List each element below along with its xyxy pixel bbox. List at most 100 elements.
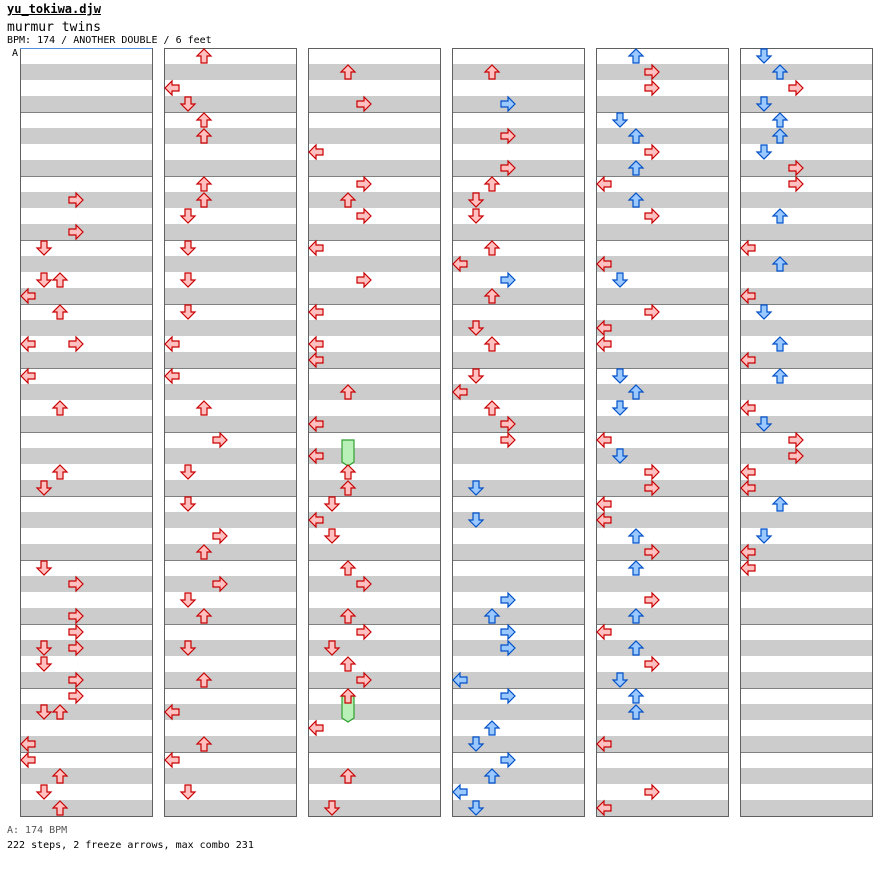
right-arrow [356,175,372,193]
right-arrow [644,543,660,561]
down-arrow [179,208,197,224]
stripe-row [596,704,728,720]
stripe-row [308,704,440,720]
chart-column [308,48,441,817]
left-arrow [308,239,324,257]
right-arrow [644,783,660,801]
down-arrow [755,416,773,432]
stripe-row [596,96,728,112]
stripe-row [740,544,872,560]
down-arrow [467,480,485,496]
up-arrow [771,208,789,224]
right-arrow [500,431,516,449]
stripe-row [596,736,728,752]
down-arrow [179,304,197,320]
stripe-row [308,800,440,816]
stripe-row [20,640,152,656]
chart-column [740,48,873,817]
stripe-row [596,448,728,464]
stripe-row [596,352,728,368]
stripe-row [20,576,152,592]
left-arrow [164,335,180,353]
stripe-row [740,608,872,624]
right-arrow [356,671,372,689]
stripe-row [740,576,872,592]
down-arrow [323,640,341,656]
right-arrow [500,639,516,657]
right-arrow [68,623,84,641]
down-arrow [755,528,773,544]
up-arrow [483,336,501,352]
stripe-row [452,704,584,720]
stripe-row [20,512,152,528]
right-arrow [788,79,804,97]
left-arrow [164,751,180,769]
down-arrow [179,464,197,480]
stripe-row [740,160,872,176]
stripe-row [740,512,872,528]
right-arrow [788,447,804,465]
stripe-row [596,672,728,688]
left-arrow [596,335,612,353]
stripe-row [740,96,872,112]
up-arrow [339,768,357,784]
left-arrow [452,671,468,689]
down-arrow [611,272,629,288]
up-arrow [771,256,789,272]
right-arrow [644,143,660,161]
down-arrow [35,272,53,288]
stripe-row [452,384,584,400]
down-arrow [179,96,197,112]
stripe-row [308,512,440,528]
stripe-row [164,192,296,208]
chart-filename: yu_tokiwa.djw [7,2,101,16]
stripe-row [308,416,440,432]
stripe-row [20,768,152,784]
stripe-row [164,640,296,656]
stripe-row [308,576,440,592]
right-arrow [356,271,372,289]
down-arrow [179,272,197,288]
left-arrow [308,719,324,737]
up-arrow [627,384,645,400]
up-arrow [51,464,69,480]
stripe-row [164,480,296,496]
song-title: murmur twins [7,20,101,35]
up-arrow [195,544,213,560]
right-arrow [68,671,84,689]
down-arrow [179,592,197,608]
right-arrow [644,591,660,609]
stripe-row [164,96,296,112]
stripe-row [452,480,584,496]
stripe-row [164,160,296,176]
up-arrow [339,560,357,576]
up-arrow [627,688,645,704]
up-arrow [339,608,357,624]
down-arrow [35,480,53,496]
stripe-row [596,640,728,656]
stripe-row [308,448,440,464]
stripe-row [308,96,440,112]
stripe-row [740,416,872,432]
down-arrow [467,800,485,816]
up-arrow [339,384,357,400]
right-arrow [356,623,372,641]
right-arrow [356,207,372,225]
stripe-row [452,224,584,240]
up-arrow [627,608,645,624]
stripe-row [308,672,440,688]
up-arrow [339,688,357,704]
right-arrow [788,175,804,193]
up-arrow [339,464,357,480]
down-arrow [467,320,485,336]
stripe-row [20,672,152,688]
stripe-row [452,544,584,560]
right-arrow [644,79,660,97]
down-arrow [35,640,53,656]
stripe-row [164,224,296,240]
up-arrow [627,528,645,544]
stripe-row [596,192,728,208]
stripe-row [452,160,584,176]
freeze-arrow-body [341,439,355,467]
stripe-row [20,288,152,304]
